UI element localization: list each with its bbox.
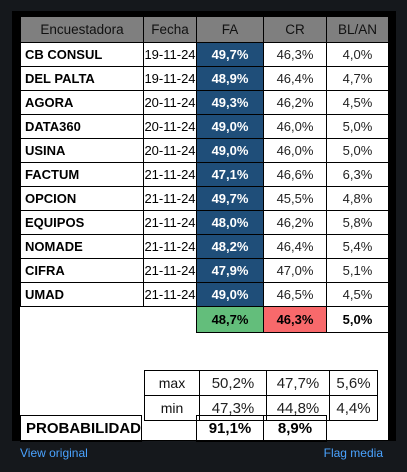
blan-value: 5,1%: [326, 258, 389, 283]
table-row: FACTUM 21-11-24 47,1% 46,6% 6,3%: [20, 162, 389, 187]
pollster-name: OPCION: [20, 186, 144, 211]
image-frame: Encuestadora Fecha FA CR BL/AN CB CONSUL…: [12, 11, 396, 442]
pollster-name: DEL PALTA: [20, 66, 144, 91]
table-row: OPCION 21-11-24 49,7% 45,5% 4,8%: [20, 186, 389, 211]
flag-media-link[interactable]: Flag media: [323, 446, 383, 460]
blan-value: 5,8%: [326, 210, 389, 235]
average-row: 48,7% 46,3% 5,0%: [21, 306, 389, 333]
stats-row-max: max 50,2% 47,7% 5,6%: [144, 370, 378, 396]
view-original-link[interactable]: View original: [20, 446, 88, 460]
fa-value: 49,0%: [196, 114, 264, 139]
pollster-name: FACTUM: [20, 162, 144, 187]
max-label: max: [144, 370, 200, 396]
cr-value: 46,2%: [263, 210, 327, 235]
poll-table: Encuestadora Fecha FA CR BL/AN CB CONSUL…: [20, 16, 389, 333]
header-blan: BL/AN: [326, 16, 389, 43]
table-row: USINA 20-11-24 49,0% 46,0% 5,0%: [20, 138, 389, 163]
blank-cell: [21, 307, 144, 333]
probability-label: PROBABILIDAD: [20, 415, 142, 442]
media-links: View original Flag media: [20, 446, 383, 460]
pollster-name: DATA360: [20, 114, 144, 139]
fa-value: 49,7%: [196, 186, 264, 211]
table-row: DATA360 20-11-24 49,0% 46,0% 5,0%: [20, 114, 389, 139]
cr-value: 46,6%: [263, 162, 327, 187]
probability-row: PROBABILIDAD 91,1% 8,9%: [20, 415, 327, 442]
cr-value: 46,4%: [263, 66, 327, 91]
cr-value: 45,5%: [263, 186, 327, 211]
cr-value: 46,3%: [263, 42, 327, 67]
fa-value: 48,2%: [196, 234, 264, 259]
header-fa: FA: [196, 16, 264, 43]
poll-date: 20-11-24: [143, 90, 197, 115]
pollster-name: AGORA: [20, 90, 144, 115]
poll-table-sheet: Encuestadora Fecha FA CR BL/AN CB CONSUL…: [20, 16, 389, 442]
min-label: min: [144, 395, 200, 421]
table-row: EQUIPOS 21-11-24 48,0% 46,2% 5,8%: [20, 210, 389, 235]
pollster-name: CB CONSUL: [20, 42, 144, 67]
pollster-name: CIFRA: [20, 258, 144, 283]
cr-value: 46,0%: [263, 138, 327, 163]
fa-value: 49,0%: [196, 282, 264, 307]
fa-value: 49,0%: [196, 138, 264, 163]
min-blan: 4,4%: [329, 395, 378, 421]
blank-cell: [142, 416, 197, 442]
blan-value: 4,7%: [326, 66, 389, 91]
header-row: Encuestadora Fecha FA CR BL/AN: [20, 16, 389, 43]
pollster-name: EQUIPOS: [20, 210, 144, 235]
fa-value: 48,9%: [196, 66, 264, 91]
blank-cell: [143, 306, 197, 333]
blan-value: 4,0%: [326, 42, 389, 67]
average-fa: 48,7%: [196, 306, 264, 333]
probability-table: PROBABILIDAD 91,1% 8,9%: [20, 415, 327, 442]
header-cr: CR: [263, 16, 327, 43]
cr-value: 46,2%: [263, 90, 327, 115]
blan-value: 6,3%: [326, 162, 389, 187]
blan-value: 4,5%: [326, 282, 389, 307]
poll-date: 21-11-24: [143, 210, 197, 235]
blan-value: 4,8%: [326, 186, 389, 211]
poll-date: 20-11-24: [143, 138, 197, 163]
header-pollster: Encuestadora: [20, 16, 144, 43]
cr-value: 47,0%: [263, 258, 327, 283]
max-cr: 47,7%: [266, 370, 330, 396]
fa-value: 47,1%: [196, 162, 264, 187]
table-row: UMAD 21-11-24 49,0% 46,5% 4,5%: [20, 282, 389, 307]
poll-date: 21-11-24: [143, 258, 197, 283]
table-row: AGORA 20-11-24 49,3% 46,2% 4,5%: [20, 90, 389, 115]
cr-value: 46,5%: [263, 282, 327, 307]
blan-value: 5,4%: [326, 234, 389, 259]
cr-value: 46,0%: [263, 114, 327, 139]
table-row: CIFRA 21-11-24 47,9% 47,0% 5,1%: [20, 258, 389, 283]
pollster-name: NOMADE: [20, 234, 144, 259]
fa-value: 47,9%: [196, 258, 264, 283]
average-cr: 46,3%: [263, 306, 327, 333]
table-row: NOMADE 21-11-24 48,2% 46,4% 5,4%: [20, 234, 389, 259]
poll-date: 19-11-24: [143, 42, 197, 67]
poll-date: 19-11-24: [143, 66, 197, 91]
fa-value: 49,3%: [196, 90, 264, 115]
probability-fa: 91,1%: [196, 415, 264, 442]
table-row: DEL PALTA 19-11-24 48,9% 46,4% 4,7%: [20, 66, 389, 91]
average-blan: 5,0%: [326, 306, 389, 333]
fa-value: 48,0%: [196, 210, 264, 235]
poll-date: 20-11-24: [143, 114, 197, 139]
max-blan: 5,6%: [329, 370, 378, 396]
fa-value: 49,7%: [196, 42, 264, 67]
poll-date: 21-11-24: [143, 234, 197, 259]
poll-date: 21-11-24: [143, 162, 197, 187]
probability-cr: 8,9%: [263, 415, 327, 442]
blan-value: 4,5%: [326, 90, 389, 115]
pollster-name: USINA: [20, 138, 144, 163]
poll-date: 21-11-24: [143, 186, 197, 211]
poll-date: 21-11-24: [143, 282, 197, 307]
blan-value: 5,0%: [326, 138, 389, 163]
table-row: CB CONSUL 19-11-24 49,7% 46,3% 4,0%: [20, 42, 389, 67]
stats-table: max 50,2% 47,7% 5,6% min 47,3% 44,8% 4,4…: [144, 370, 378, 421]
max-fa: 50,2%: [199, 370, 267, 396]
pollster-name: UMAD: [20, 282, 144, 307]
cr-value: 46,4%: [263, 234, 327, 259]
blan-value: 5,0%: [326, 114, 389, 139]
header-date: Fecha: [143, 16, 197, 43]
